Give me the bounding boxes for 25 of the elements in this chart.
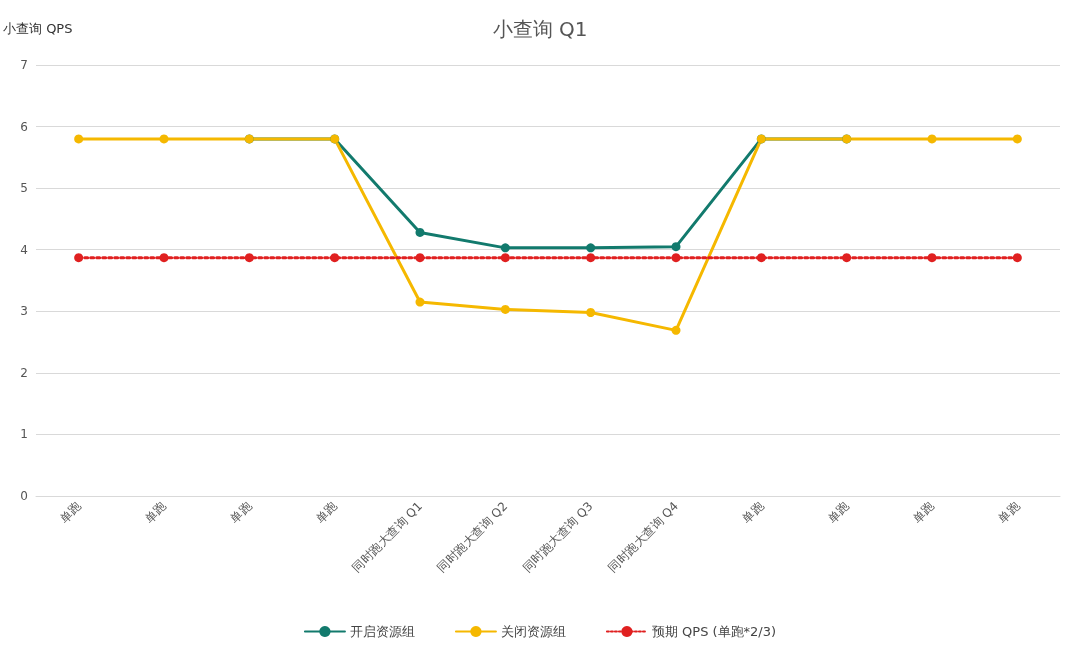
x-tick-label: 单跑 [142,499,169,526]
x-tick-label: 单跑 [312,499,340,526]
x-tick-label: 单跑 [227,499,255,526]
x-tick-label: 同时跑大查询 Q3 [520,499,596,575]
y-tick-label: 5 [20,181,28,196]
y-tick-label: 7 [20,58,28,72]
legend-label: 开启资源组 [349,624,415,639]
chart-title: 小查询 Q1 [492,17,588,41]
y-tick-label: 0 [20,489,28,503]
x-tick-label: 单跑 [910,499,937,526]
y-tick-label: 2 [20,365,28,380]
legend-label: 预期 QPS (单跑*2/3) [651,624,777,639]
x-tick-label: 单跑 [824,499,852,526]
x-tick-label: 单跑 [995,499,1023,526]
y-tick-label: 4 [20,242,28,257]
x-tick-label: 同时跑大查询 Q2 [434,499,511,575]
y-tick-label: 6 [20,119,28,134]
x-tick-label: 同时跑大查询 Q4 [605,499,681,575]
x-tick-label: 单跑 [56,499,84,526]
y-tick-label: 1 [20,427,28,442]
legend-label: 关闭资源组 [500,624,566,639]
x-tick-label: 同时跑大查询 Q1 [349,499,425,575]
x-tick-label: 单跑 [739,499,767,526]
y-axis-title: 小查询 QPS [3,21,73,36]
y-tick-label: 3 [20,304,28,319]
